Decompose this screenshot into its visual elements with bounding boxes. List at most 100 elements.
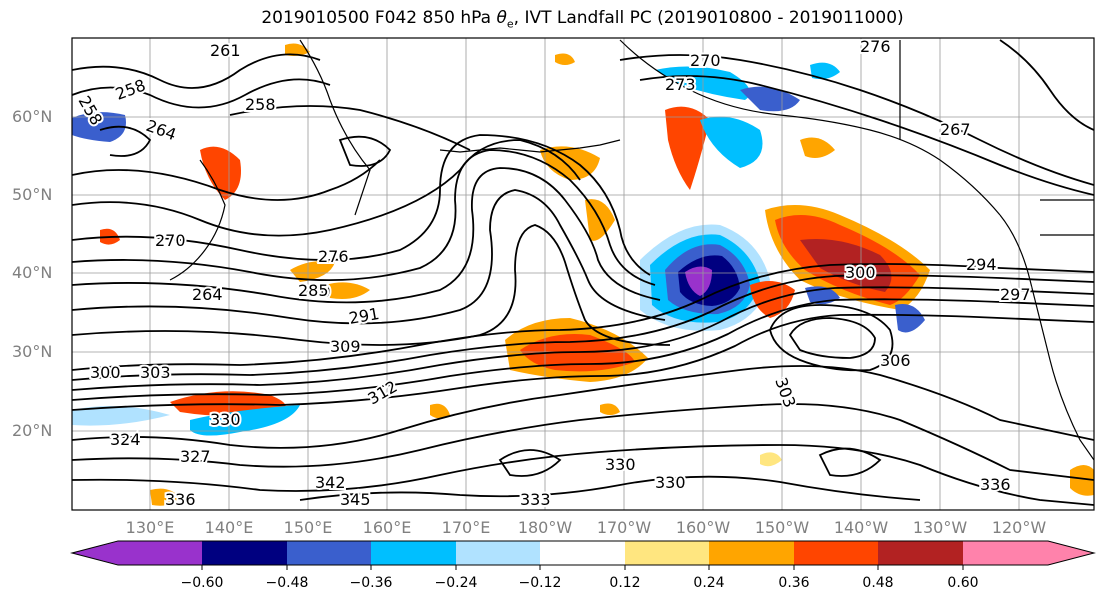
contour-ridge-3: [72, 167, 661, 304]
colorbar-segment: [878, 541, 963, 565]
lon-label: 130°E: [125, 518, 175, 537]
colorbar-min-extend: [72, 541, 120, 565]
shade-blue-n5: [810, 62, 840, 80]
colorbar-tick-label: −0.60: [180, 575, 224, 591]
map-frame: [71, 37, 1095, 511]
map-background: [72, 38, 1094, 510]
coast-alaska: [619, 39, 1001, 216]
colorbar-tick-label: 0.48: [862, 575, 894, 591]
contour-1: [72, 53, 321, 89]
colorbar-outline: [70, 540, 1096, 566]
contour-label: 330: [210, 410, 241, 429]
title-suffix: , IVT Landfall PC (2019010800 - 20190110…: [513, 8, 904, 28]
contour-misc-2: [338, 135, 392, 167]
lon-label: 170°E: [441, 518, 491, 537]
shade-blue-east2: [895, 304, 925, 333]
shade-orange-n4: [555, 53, 575, 65]
colorbar-segment: [371, 541, 456, 565]
coast-na-west: [999, 214, 1094, 461]
contour-label: 261: [210, 41, 241, 60]
contour-ne-1: [619, 54, 1094, 186]
lon-label: 160°W: [675, 518, 731, 537]
shade-orange-s1: [1070, 465, 1094, 496]
colorbar-segment: [625, 541, 709, 565]
contour-5: [72, 139, 581, 237]
colorbar-segment: [456, 541, 540, 565]
contour-label: 330: [605, 455, 636, 474]
coast-aleutians: [439, 139, 621, 153]
contour-cutoff-1: [769, 304, 894, 372]
contour-label: 300: [845, 263, 876, 282]
coast-japan: [169, 159, 226, 281]
shade-blue-alaska: [655, 66, 750, 100]
map-title: 2019010500 F042 850 hPa θe, IVT Landfall…: [0, 8, 1105, 30]
contour-ridge-5: [72, 224, 671, 346]
colorbar-max-extend: [1048, 541, 1094, 565]
colorbar-segment: [540, 541, 625, 565]
contour-label: 270: [155, 231, 186, 250]
lat-label: 40°N: [12, 263, 53, 282]
lon-label: 140°W: [833, 518, 889, 537]
title-sub: e: [506, 17, 514, 31]
contour-jet-2: [72, 274, 1094, 381]
title-var: θ: [496, 8, 507, 28]
contour-4: [72, 159, 381, 201]
contour-label: 258: [245, 95, 276, 114]
lon-label: 150°E: [283, 518, 333, 537]
lon-label: 160°E: [362, 518, 412, 537]
contour-ne-2: [639, 75, 1094, 196]
contour-label: 324: [110, 430, 141, 449]
lat-label: 60°N: [12, 107, 53, 126]
contour-south-1: [72, 365, 1094, 449]
colorbar-segment: [794, 541, 878, 565]
colorbar-tick-label: −0.48: [265, 575, 309, 591]
contour-label: 306: [880, 351, 911, 370]
colorbar: [70, 540, 1096, 570]
colorbar-segment: [118, 541, 202, 565]
shade-orange-s2: [430, 403, 450, 419]
contour-south-2: [72, 403, 1094, 481]
contour-ne-3: [999, 39, 1094, 131]
shade-lightblue-band: [72, 406, 170, 426]
contour-jet-3: [72, 286, 1094, 391]
shade-orange-s6: [150, 488, 180, 506]
coast-kamchatka: [299, 39, 371, 216]
shade-blue-band: [190, 405, 300, 436]
colorbar-tick-label: −0.36: [349, 575, 393, 591]
colorbar-tick-label: −0.24: [434, 575, 478, 591]
contour-label: 330: [655, 473, 686, 492]
contour-cutoff-2: [788, 317, 876, 359]
title-prefix: 2019010500 F042 850 hPa: [261, 8, 497, 28]
contour-jet-1: [72, 263, 1094, 371]
contour-label: 276: [860, 37, 891, 56]
contour-misc-4: [818, 447, 882, 477]
colorbar-tick-label: 0.36: [778, 575, 810, 591]
shade-orange-n1: [665, 106, 710, 190]
contour-ridge-4: [72, 189, 666, 325]
shade-orange-s3: [600, 403, 620, 415]
contour-label: 276: [318, 247, 349, 266]
contour-label: 336: [980, 475, 1011, 494]
contour-ridge-1: [72, 134, 651, 276]
contour-label: 327: [180, 447, 211, 466]
contour-label: 303: [140, 363, 171, 382]
coastlines: [169, 39, 1094, 461]
colorbar-segment: [287, 541, 371, 565]
coast-state-border: [1040, 199, 1094, 236]
shade-orange-ne: [800, 137, 835, 158]
lat-label: 20°N: [12, 421, 53, 440]
contour-label: 264: [192, 285, 223, 304]
contour-label: 297: [1000, 285, 1031, 304]
lon-label: 150°W: [754, 518, 810, 537]
shade-blue-alaska2: [700, 116, 763, 168]
contour-jet-5: [72, 313, 1094, 411]
contour-label: 309: [330, 337, 361, 356]
lat-label: 30°N: [12, 342, 53, 361]
shade-blue-nw: [72, 112, 126, 142]
contour-2: [72, 78, 331, 109]
shade-purple-big: [685, 266, 712, 296]
colorbar-tick-label: 0.60: [947, 575, 979, 591]
theta-e-contours: [72, 39, 1094, 506]
colorbar-tick-label: 0.24: [693, 575, 725, 591]
